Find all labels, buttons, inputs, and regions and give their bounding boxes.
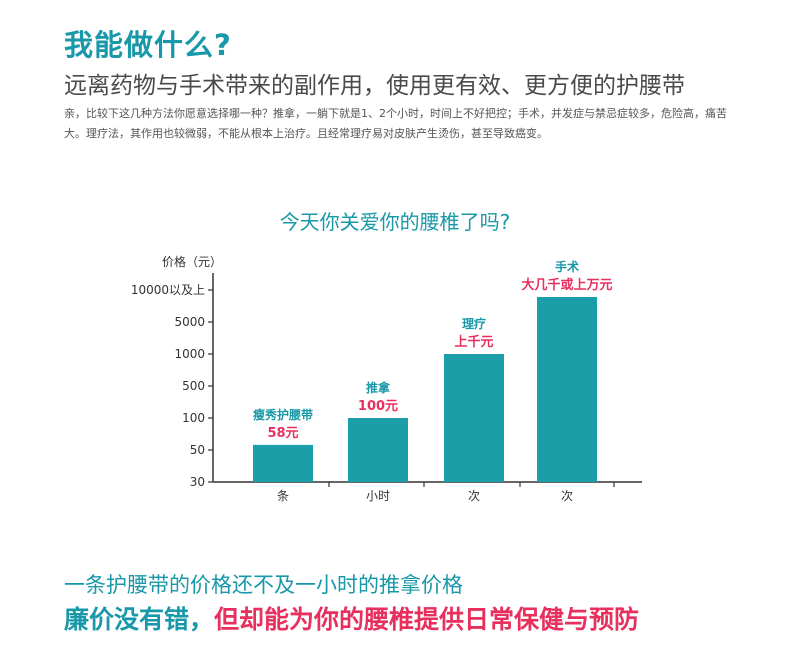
y-tick-label: 50: [190, 443, 205, 457]
footer-line-2: 廉价没有错，但却能为你的腰椎提供日常保健与预防: [64, 600, 639, 636]
chart-title: 今天你关爱你的腰椎了吗?: [279, 210, 511, 234]
y-tick-label: 10000以及上: [131, 283, 205, 297]
y-tick-label: 5000: [174, 315, 205, 329]
bar-price-label: 大几千或上万元: [521, 277, 612, 293]
x-tick-label: 次: [468, 489, 480, 503]
bar-1: [253, 444, 313, 482]
bar-2: [348, 418, 408, 482]
x-tick-label: 小时: [366, 489, 390, 503]
bar-name-label: 瘦秀护腰带: [253, 407, 313, 422]
bar-price-label: 100元: [358, 399, 398, 414]
y-axis-label: 价格（元）: [162, 254, 222, 269]
bar-name-label: 推拿: [366, 380, 391, 395]
footer-line-2-part-1: 廉价没有错，: [64, 605, 215, 634]
bar-price-label: 上千元: [454, 334, 493, 350]
bar-price-label: 58元: [267, 426, 298, 441]
footer-line-1: 一条护腰带的价格还不及一小时的推拿价格: [64, 573, 463, 597]
y-tick-label: 30: [190, 475, 205, 489]
page-subtitle: 远离药物与手术带来的副作用，使用更有效、更方便的护腰带: [64, 73, 685, 99]
footer-line-2-part-2: 但却能为你的腰椎提供日常保健与预防: [214, 605, 640, 634]
y-tick-label: 500: [182, 379, 205, 393]
y-tick-label: 1000: [174, 347, 205, 361]
bar-name-label: 手术: [555, 259, 579, 274]
bar-3: [444, 354, 504, 482]
page-title: 我能做什么?: [64, 28, 232, 62]
x-tick-label: 次: [561, 489, 573, 503]
bar-name-label: 理疗: [462, 316, 486, 331]
x-tick-label: 条: [277, 489, 289, 503]
description-paragraph: 亲，比较下这几种方法你愿意选择哪一种？推拿，一躺下就是1、2个小时，时间上不好把…: [64, 107, 727, 140]
y-tick-label: 100: [182, 411, 205, 425]
bar-4: [537, 297, 597, 482]
